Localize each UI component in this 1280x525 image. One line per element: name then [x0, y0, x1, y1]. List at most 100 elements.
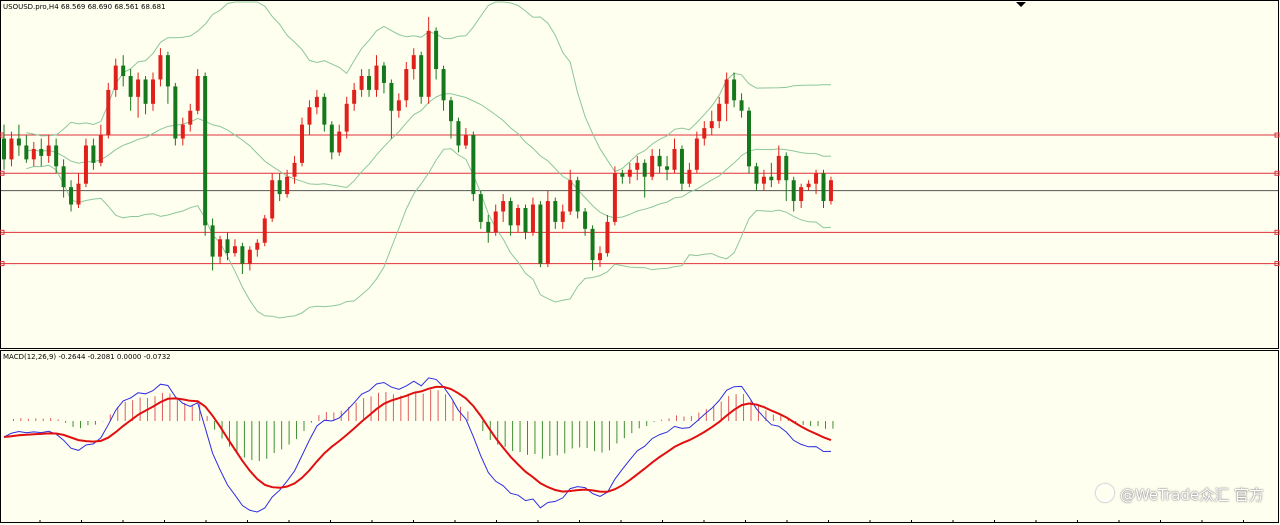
candle [709, 110, 714, 136]
candle-body [240, 246, 245, 264]
candle [799, 183, 804, 208]
candle-body [31, 148, 36, 160]
level-handle-left [0, 229, 5, 235]
candle-body [724, 79, 729, 104]
candle [747, 107, 751, 174]
candle [590, 225, 595, 271]
candle [396, 93, 401, 118]
candle [605, 214, 610, 257]
candle-body [761, 176, 766, 184]
candle [188, 103, 193, 132]
candle [471, 131, 476, 202]
candle-body [173, 86, 178, 139]
candle-body [128, 76, 133, 97]
candle [359, 69, 364, 97]
candle [419, 51, 424, 104]
candle-body [158, 55, 163, 80]
candle [441, 65, 446, 111]
candle [784, 152, 789, 202]
candle [598, 246, 602, 268]
candle-body [143, 79, 148, 104]
candle [627, 162, 632, 184]
candle [769, 162, 774, 188]
candle-body [121, 65, 126, 76]
candle [76, 173, 81, 208]
candle [702, 121, 707, 146]
candle-body [76, 183, 81, 205]
candle [560, 204, 565, 229]
candle-body [828, 180, 833, 202]
candle [128, 69, 133, 111]
candle-body [583, 211, 588, 229]
candle [292, 155, 297, 184]
candle-body [434, 30, 439, 70]
candle-body [523, 208, 528, 233]
candle-body [292, 162, 297, 177]
candle [158, 48, 163, 87]
candle-body [61, 166, 66, 188]
candle-body [635, 162, 640, 170]
candle [218, 235, 223, 264]
candle-body [814, 173, 819, 184]
candle [113, 58, 118, 97]
candle [732, 72, 737, 108]
candle-body [605, 221, 610, 254]
candle-body [545, 201, 550, 264]
candle-body [754, 166, 759, 184]
candle [635, 155, 640, 181]
candle [61, 159, 66, 198]
candle [404, 62, 409, 108]
candle-body [568, 180, 573, 212]
candle [449, 96, 453, 139]
candle-body [46, 145, 51, 156]
candle [352, 82, 357, 111]
candle [39, 138, 44, 167]
candle-body [300, 124, 304, 163]
candle [344, 96, 349, 139]
candle [828, 176, 833, 205]
candle-body [560, 211, 565, 222]
candle-body [39, 148, 44, 156]
candle-body [739, 100, 744, 111]
candle [694, 131, 699, 174]
candle-body [620, 173, 625, 177]
candle [739, 93, 744, 118]
candle-body [307, 107, 312, 125]
candle-body [180, 124, 185, 139]
level-handle-right [1274, 229, 1280, 235]
candle [620, 169, 625, 184]
candle-body [16, 138, 21, 146]
candle-body [374, 65, 379, 90]
candle-body [717, 103, 722, 122]
candle [776, 145, 781, 184]
candle-body [106, 89, 111, 136]
candle-body [210, 225, 215, 257]
candle-body [672, 148, 677, 170]
candle [545, 190, 550, 268]
candle-body [575, 180, 580, 212]
candle [411, 48, 416, 80]
candle-body [329, 124, 334, 153]
candle [687, 162, 692, 188]
shift-marker-icon[interactable] [1016, 2, 1026, 7]
candle [46, 135, 51, 163]
candle-body [821, 173, 826, 202]
candle [16, 124, 21, 156]
candle-body [381, 65, 386, 83]
candle-body [806, 183, 811, 188]
candle-body [314, 96, 319, 108]
candle-body [486, 221, 491, 233]
candle [486, 214, 491, 243]
candle [83, 138, 88, 188]
candle-body [337, 131, 342, 153]
level-handle-left [0, 170, 5, 176]
candle [575, 176, 580, 219]
candle-body [255, 242, 260, 250]
candle [538, 201, 543, 268]
candle-body [344, 103, 349, 132]
bollinger-lower-band [26, 148, 832, 319]
candle-body [322, 96, 327, 125]
candle-body [389, 82, 394, 111]
